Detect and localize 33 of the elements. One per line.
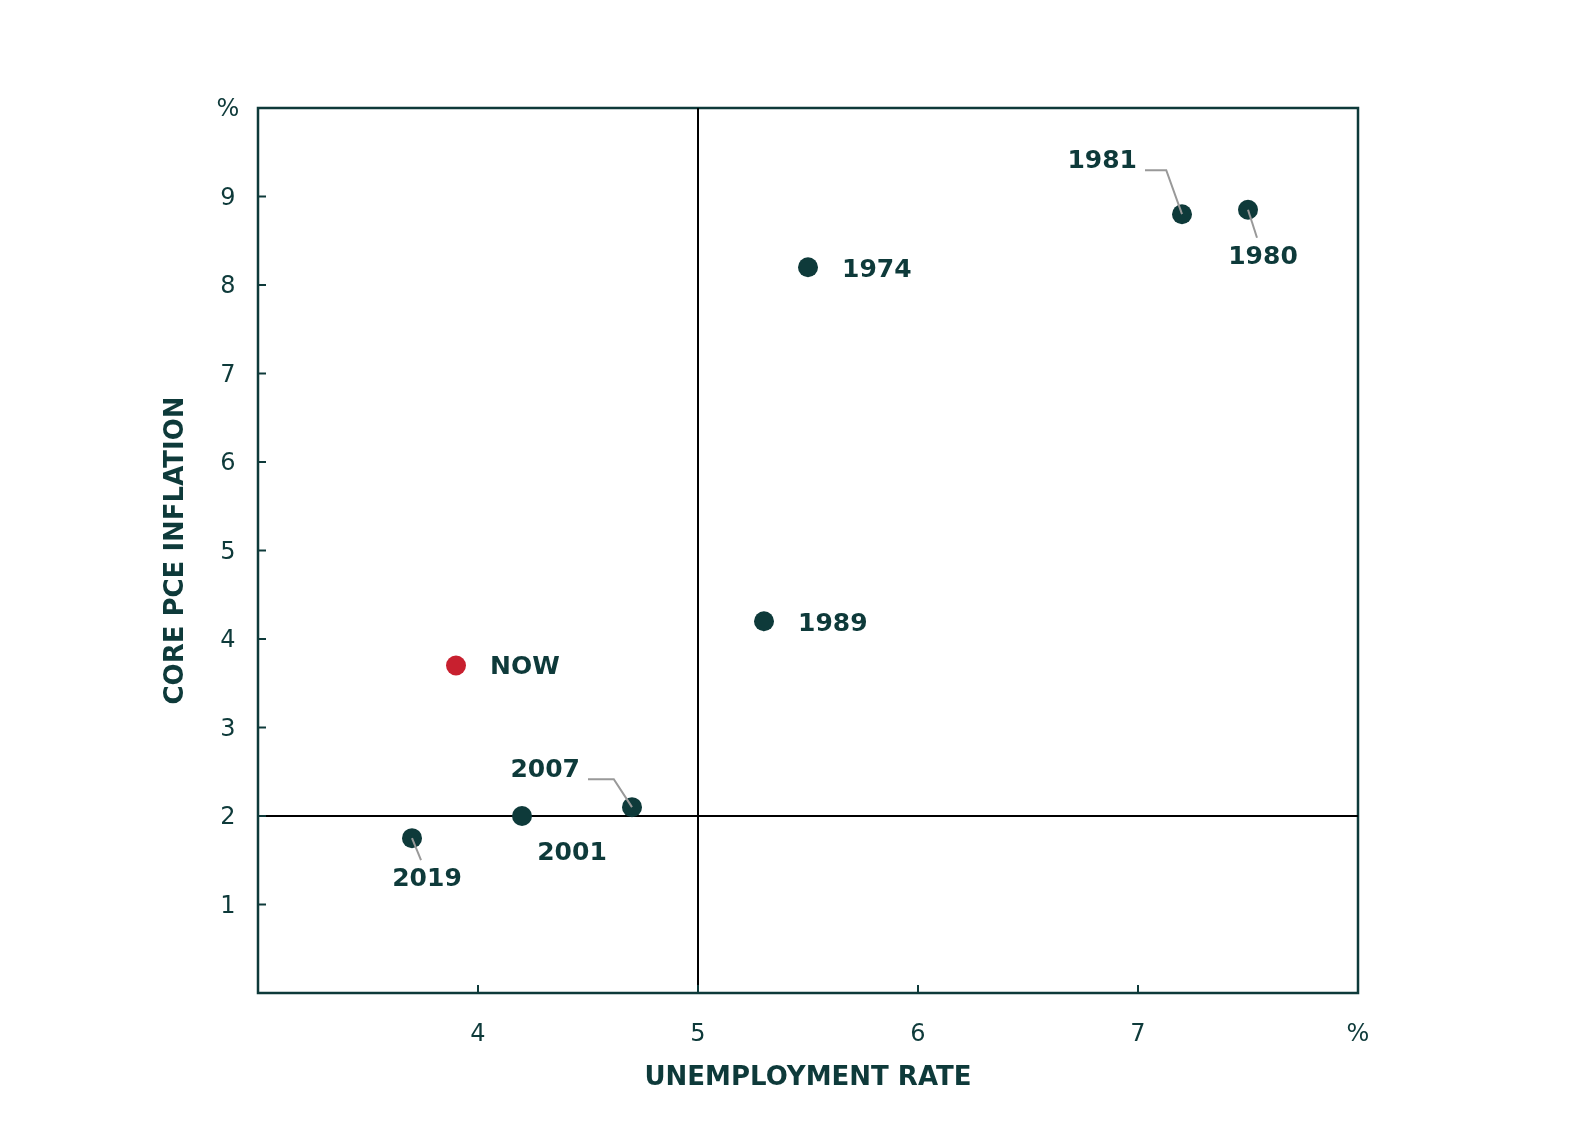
point [754, 611, 774, 632]
y-tick-label: 4 [220, 625, 236, 654]
y-tick-label: 5 [220, 536, 236, 565]
x-tick-label: 5 [690, 1019, 706, 1047]
annotation: 2007 [510, 754, 580, 784]
annotation: 1981 [1067, 145, 1137, 175]
point [512, 806, 532, 826]
x-axis-title: UNEMPLOYMENT RATE [644, 1061, 972, 1091]
annotation: 1989 [798, 608, 868, 638]
x-tick-label: % [1346, 1019, 1370, 1047]
y-axis-title: CORE PCE INFLATION [159, 396, 189, 705]
y-tick-label: 9 [220, 182, 236, 211]
annotation: 2019 [392, 863, 462, 893]
y-tick-label: 3 [220, 713, 236, 742]
annotation: NOW [490, 650, 560, 680]
y-tick-label: 2 [220, 802, 236, 831]
annotation: 1974 [842, 254, 912, 284]
point [798, 257, 818, 278]
x-tick-label: 7 [1130, 1019, 1146, 1047]
y-tick-label: 6 [220, 448, 236, 477]
annotation: 1980 [1228, 240, 1298, 270]
y-tick-label: 1 [220, 890, 236, 919]
y-tick-label: % [216, 94, 240, 123]
point [402, 828, 422, 849]
y-tick-label: 7 [220, 359, 236, 388]
y-tick-label: 8 [220, 271, 236, 300]
x-tick-label: 6 [910, 1019, 926, 1047]
x-tick-label: 4 [470, 1019, 486, 1047]
point [446, 655, 466, 676]
annotation: 2001 [537, 837, 607, 866]
point [622, 797, 642, 818]
point [1172, 204, 1192, 225]
point [1238, 199, 1258, 220]
